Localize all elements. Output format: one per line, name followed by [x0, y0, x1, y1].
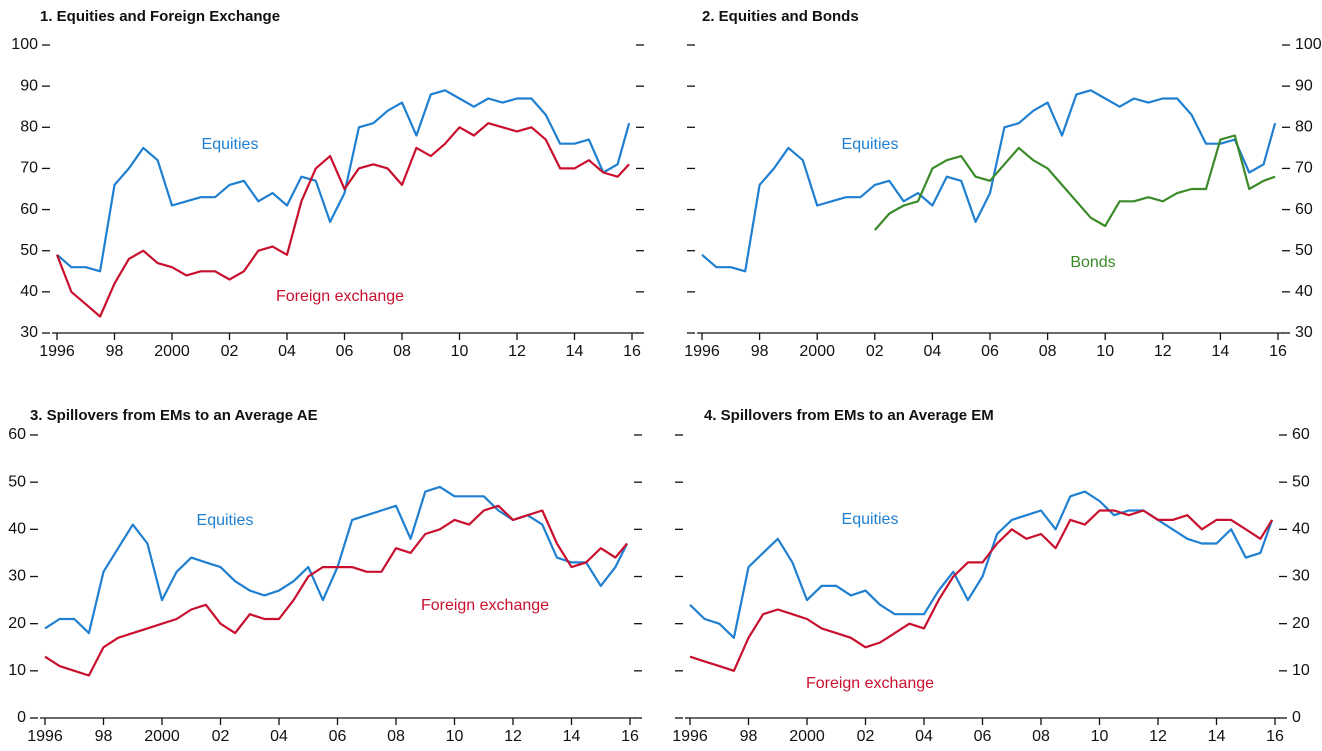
y-tick-label: 40 — [1292, 521, 1310, 538]
x-tick-label: 2000 — [144, 728, 180, 745]
x-tick-label: 02 — [212, 728, 230, 745]
x-tick-label: 04 — [924, 343, 942, 360]
x-tick-label: 10 — [451, 343, 469, 360]
y-tick-label: 100 — [11, 36, 38, 53]
series-label: Foreign exchange — [806, 675, 934, 692]
y-tick-label: 20 — [1292, 615, 1310, 632]
y-tick-label: 40 — [20, 283, 38, 300]
x-tick-label: 14 — [1212, 343, 1230, 360]
series-label: Foreign exchange — [421, 597, 549, 614]
y-tick-label: 30 — [1292, 568, 1310, 585]
x-tick-label: 04 — [270, 728, 288, 745]
x-tick-label: 02 — [857, 728, 875, 745]
x-tick-label: 12 — [508, 343, 526, 360]
x-tick-label: 1996 — [27, 728, 63, 745]
y-tick-label: 30 — [8, 568, 26, 585]
y-tick-label: 90 — [20, 77, 38, 94]
series-line — [873, 134, 1276, 231]
x-tick-label: 10 — [1096, 343, 1114, 360]
panel-title: 3. Spillovers from EMs to an Average AE — [30, 407, 318, 424]
x-tick-label: 2000 — [154, 343, 190, 360]
series-label: Bonds — [1070, 254, 1115, 271]
y-tick-label: 90 — [1295, 77, 1313, 94]
x-tick-label: 16 — [621, 728, 639, 745]
x-tick-label: 16 — [1266, 728, 1284, 745]
panel-title: 2. Equities and Bonds — [702, 8, 859, 25]
y-tick-label: 0 — [17, 709, 26, 726]
series-line — [56, 89, 631, 273]
x-tick-label: 10 — [1091, 728, 1109, 745]
y-tick-label: 80 — [1295, 119, 1313, 136]
series-line — [701, 89, 1277, 273]
y-tick-label: 40 — [8, 521, 26, 538]
y-tick-label: 80 — [20, 119, 38, 136]
y-tick-label: 0 — [1292, 709, 1301, 726]
x-tick-label: 12 — [1154, 343, 1172, 360]
x-tick-label: 98 — [106, 343, 124, 360]
y-tick-label: 10 — [8, 662, 26, 679]
series-line — [44, 504, 628, 677]
series-line — [689, 509, 1274, 672]
x-tick-label: 14 — [1208, 728, 1226, 745]
x-tick-label: 12 — [504, 728, 522, 745]
x-tick-label: 98 — [740, 728, 758, 745]
x-tick-label: 08 — [1032, 728, 1050, 745]
x-tick-label: 02 — [866, 343, 884, 360]
x-tick-label: 08 — [1039, 343, 1057, 360]
series-label: Equities — [197, 512, 254, 529]
x-tick-label: 98 — [95, 728, 113, 745]
y-tick-label: 30 — [20, 324, 38, 341]
y-tick-label: 50 — [1292, 473, 1310, 490]
x-tick-label: 14 — [566, 343, 584, 360]
panel-title: 4. Spillovers from EMs to an Average EM — [704, 407, 994, 424]
y-tick-label: 50 — [1295, 242, 1313, 259]
y-tick-label: 100 — [1295, 36, 1322, 53]
x-tick-label: 1996 — [39, 343, 75, 360]
x-tick-label: 04 — [915, 728, 933, 745]
x-tick-label: 08 — [387, 728, 405, 745]
x-tick-label: 1996 — [672, 728, 708, 745]
x-tick-label: 04 — [278, 343, 296, 360]
series-label: Equities — [842, 136, 899, 153]
x-tick-label: 06 — [336, 343, 354, 360]
x-tick-label: 06 — [981, 343, 999, 360]
x-tick-label: 02 — [221, 343, 239, 360]
y-tick-label: 20 — [8, 615, 26, 632]
series-line — [55, 122, 630, 318]
series-label: Equities — [202, 136, 259, 153]
y-tick-label: 60 — [20, 201, 38, 218]
y-tick-label: 60 — [1295, 201, 1313, 218]
x-tick-label: 06 — [974, 728, 992, 745]
y-tick-label: 30 — [1295, 324, 1313, 341]
x-tick-label: 14 — [563, 728, 581, 745]
y-tick-label: 70 — [20, 160, 38, 177]
x-tick-label: 06 — [329, 728, 347, 745]
x-tick-label: 16 — [1269, 343, 1287, 360]
x-tick-label: 2000 — [799, 343, 835, 360]
y-tick-label: 70 — [1295, 160, 1313, 177]
series-label: Foreign exchange — [276, 288, 404, 305]
x-tick-label: 10 — [446, 728, 464, 745]
x-tick-label: 2000 — [789, 728, 825, 745]
x-tick-label: 98 — [751, 343, 769, 360]
y-tick-label: 60 — [1292, 426, 1310, 443]
panel-title: 1. Equities and Foreign Exchange — [40, 8, 280, 25]
x-tick-label: 16 — [623, 343, 641, 360]
y-tick-label: 50 — [8, 473, 26, 490]
series-line — [689, 490, 1274, 639]
y-tick-label: 40 — [1295, 283, 1313, 300]
y-tick-label: 10 — [1292, 662, 1310, 679]
y-tick-label: 50 — [20, 242, 38, 259]
x-tick-label: 08 — [393, 343, 411, 360]
x-tick-label: 12 — [1149, 728, 1167, 745]
y-tick-label: 60 — [8, 426, 26, 443]
series-label: Equities — [842, 511, 899, 528]
x-tick-label: 1996 — [684, 343, 720, 360]
